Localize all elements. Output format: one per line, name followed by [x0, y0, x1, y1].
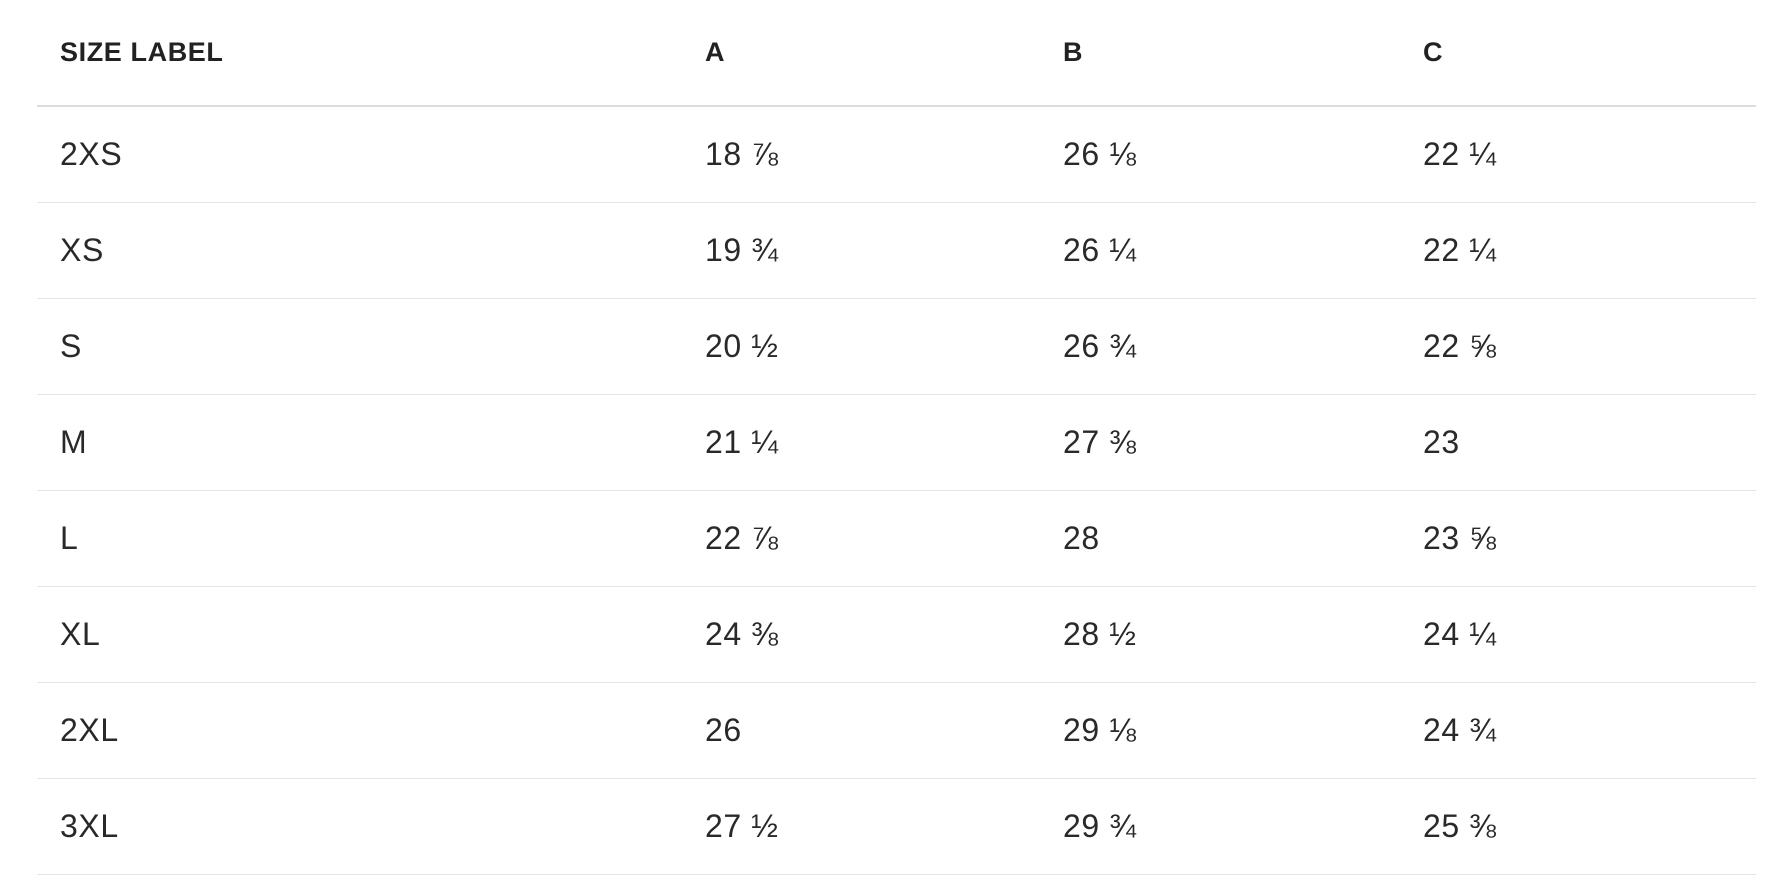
measurement-cell-b: 29 ⅛: [1063, 682, 1423, 779]
size-label-cell: XS: [37, 202, 705, 299]
measurement-cell-a: 21 ¼: [705, 394, 1063, 491]
measurement-cell-b: 26 ¼: [1063, 202, 1423, 299]
size-chart-container: SIZE LABEL A B C 2XS 18 ⅞ 26 ⅛ 22 ¼ XS 19 ¾ 26…: [37, 0, 1756, 875]
size-label-cell: L: [37, 490, 705, 587]
measurement-cell-c: 22 ⅝: [1423, 298, 1756, 395]
column-header-size-label: SIZE LABEL: [37, 0, 705, 107]
measurement-cell-c: 22 ¼: [1423, 106, 1756, 203]
table-row: 2XS 18 ⅞ 26 ⅛ 22 ¼: [37, 106, 1756, 203]
measurement-cell-a: 24 ⅜: [705, 586, 1063, 683]
size-label-cell: 3XL: [37, 778, 705, 875]
table-row: M 21 ¼ 27 ⅜ 23: [37, 394, 1756, 491]
measurement-cell-a: 26: [705, 682, 1063, 779]
measurement-cell-a: 27 ½: [705, 778, 1063, 875]
table-row: S 20 ½ 26 ¾ 22 ⅝: [37, 298, 1756, 395]
size-label-cell: XL: [37, 586, 705, 683]
size-label-cell: 2XL: [37, 682, 705, 779]
table-header-row: SIZE LABEL A B C: [37, 0, 1756, 107]
table-row: 2XL 26 29 ⅛ 24 ¾: [37, 682, 1756, 779]
measurement-cell-b: 29 ¾: [1063, 778, 1423, 875]
measurement-cell-c: 23: [1423, 394, 1756, 491]
measurement-cell-c: 24 ¾: [1423, 682, 1756, 779]
table-row: XS 19 ¾ 26 ¼ 22 ¼: [37, 202, 1756, 299]
table-row: 3XL 27 ½ 29 ¾ 25 ⅜: [37, 778, 1756, 875]
table-header: SIZE LABEL A B C: [37, 0, 1756, 107]
measurement-cell-c: 22 ¼: [1423, 202, 1756, 299]
measurement-cell-c: 23 ⅝: [1423, 490, 1756, 587]
measurement-cell-a: 20 ½: [705, 298, 1063, 395]
measurement-cell-a: 19 ¾: [705, 202, 1063, 299]
size-label-cell: 2XS: [37, 106, 705, 203]
column-header-c: C: [1423, 0, 1756, 107]
measurement-cell-c: 25 ⅜: [1423, 778, 1756, 875]
column-header-a: A: [705, 0, 1063, 107]
measurement-cell-b: 26 ¾: [1063, 298, 1423, 395]
measurement-cell-b: 28: [1063, 490, 1423, 587]
table-row: L 22 ⅞ 28 23 ⅝: [37, 490, 1756, 587]
table-row: XL 24 ⅜ 28 ½ 24 ¼: [37, 586, 1756, 683]
measurement-cell-a: 18 ⅞: [705, 106, 1063, 203]
measurement-cell-b: 28 ½: [1063, 586, 1423, 683]
size-chart-table: SIZE LABEL A B C 2XS 18 ⅞ 26 ⅛ 22 ¼ XS 19 ¾ 26…: [37, 0, 1756, 875]
measurement-cell-a: 22 ⅞: [705, 490, 1063, 587]
measurement-cell-b: 27 ⅜: [1063, 394, 1423, 491]
measurement-cell-c: 24 ¼: [1423, 586, 1756, 683]
size-label-cell: S: [37, 298, 705, 395]
measurement-cell-b: 26 ⅛: [1063, 106, 1423, 203]
table-body: 2XS 18 ⅞ 26 ⅛ 22 ¼ XS 19 ¾ 26 ¼ 22 ¼ S 20 ½ 26 ¾ 22…: [37, 106, 1756, 875]
column-header-b: B: [1063, 0, 1423, 107]
size-label-cell: M: [37, 394, 705, 491]
